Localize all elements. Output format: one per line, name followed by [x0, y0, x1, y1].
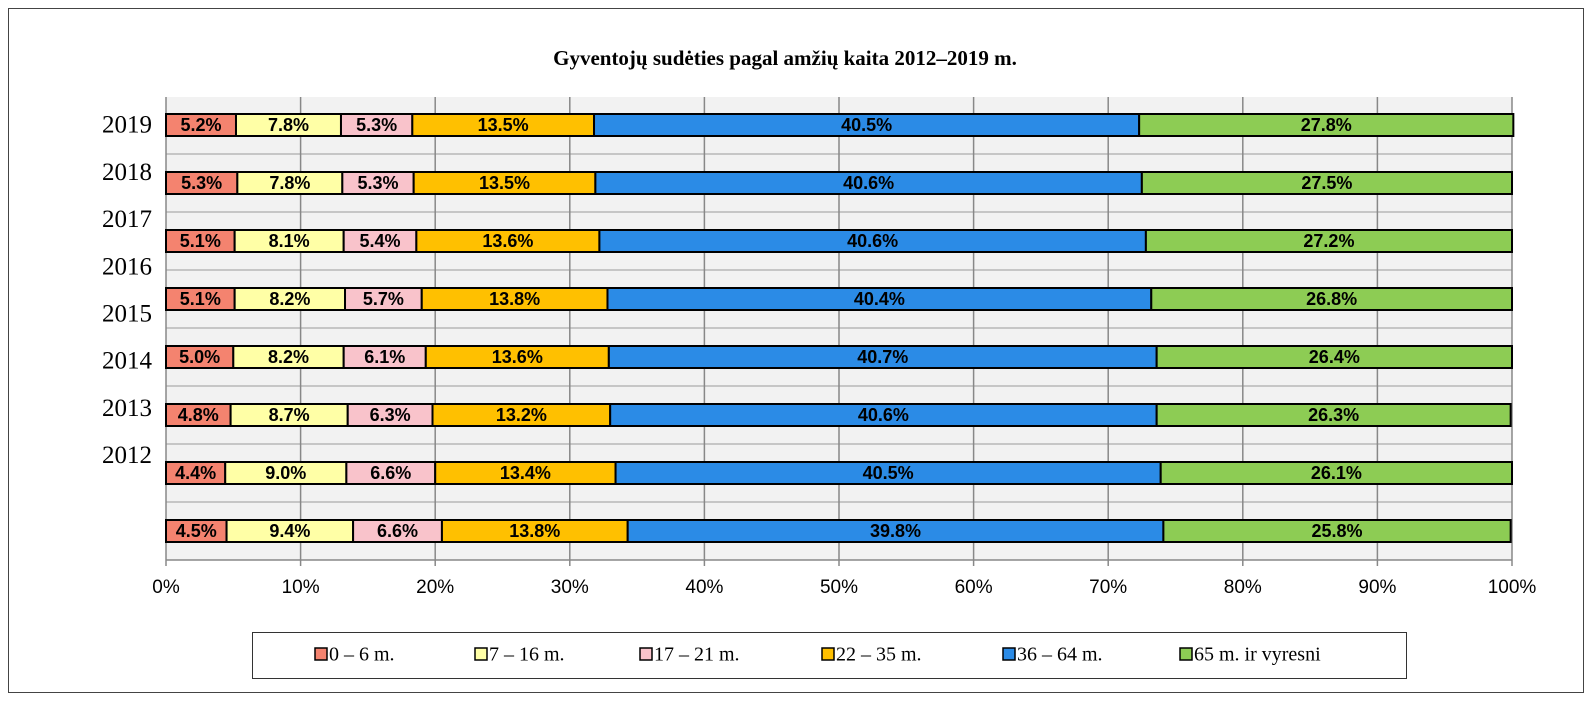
- value-label: 40.4%: [854, 289, 905, 309]
- chart-title: Gyventojų sudėties pagal amžių kaita 201…: [553, 46, 1017, 70]
- value-label: 4.5%: [176, 521, 217, 541]
- value-label: 5.3%: [181, 173, 222, 193]
- value-label: 7.8%: [268, 115, 309, 135]
- y-tick-label: 2018: [102, 159, 152, 186]
- value-label: 9.0%: [265, 463, 306, 483]
- legend-swatch: [474, 647, 488, 661]
- x-tick-label: 0%: [152, 577, 180, 598]
- value-label: 26.1%: [1311, 463, 1362, 483]
- value-label: 5.1%: [180, 289, 221, 309]
- legend-label: 22 – 35 m.: [836, 644, 922, 666]
- value-label: 6.3%: [370, 405, 411, 425]
- value-label: 5.1%: [180, 231, 221, 251]
- x-tick-label: 40%: [685, 577, 723, 598]
- legend-label: 65 m. ir vyresni: [1194, 644, 1321, 666]
- value-label: 13.5%: [478, 115, 529, 135]
- value-label: 13.2%: [496, 405, 547, 425]
- value-label: 13.5%: [479, 173, 530, 193]
- value-label: 4.8%: [178, 405, 219, 425]
- value-label: 9.4%: [269, 521, 310, 541]
- value-label: 26.8%: [1306, 289, 1357, 309]
- value-label: 6.1%: [364, 347, 405, 367]
- value-label: 13.4%: [500, 463, 551, 483]
- value-label: 5.2%: [180, 115, 221, 135]
- value-label: 40.6%: [843, 173, 894, 193]
- value-label: 7.8%: [269, 173, 310, 193]
- legend-swatch: [821, 647, 835, 661]
- y-tick-label: 2019: [102, 112, 152, 139]
- bar-segment: [1150, 287, 1513, 311]
- y-tick-label: 2015: [102, 301, 152, 328]
- bar-segment: [1155, 345, 1513, 369]
- y-tick-label: 2017: [102, 206, 152, 233]
- x-tick-label: 70%: [1089, 577, 1127, 598]
- value-label: 13.6%: [492, 347, 543, 367]
- value-label: 5.7%: [363, 289, 404, 309]
- bar-segment: [1138, 113, 1515, 137]
- value-label: 4.4%: [175, 463, 216, 483]
- legend-swatch: [314, 647, 328, 661]
- bar-segment: [1144, 229, 1513, 253]
- value-label: 40.6%: [847, 231, 898, 251]
- bar-segment: [1140, 171, 1513, 195]
- x-tick-label: 60%: [955, 577, 993, 598]
- y-tick-label: 2014: [102, 348, 153, 375]
- x-tick-label: 80%: [1224, 577, 1262, 598]
- value-label: 40.6%: [858, 405, 909, 425]
- value-label: 8.7%: [269, 405, 310, 425]
- value-label: 27.2%: [1303, 231, 1354, 251]
- value-label: 13.6%: [482, 231, 533, 251]
- x-tick-label: 30%: [551, 577, 589, 598]
- bar-segment: [1162, 519, 1512, 543]
- legend-label: 0 – 6 m.: [329, 644, 395, 666]
- value-label: 40.7%: [857, 347, 908, 367]
- value-label: 13.8%: [489, 289, 540, 309]
- value-label: 26.3%: [1308, 405, 1359, 425]
- y-tick-label: 2016: [102, 253, 152, 280]
- value-label: 40.5%: [841, 115, 892, 135]
- value-label: 27.8%: [1301, 115, 1352, 135]
- y-tick-label: 2012: [102, 442, 152, 469]
- bar-segment: [1159, 461, 1513, 485]
- value-label: 25.8%: [1311, 521, 1362, 541]
- value-label: 8.2%: [269, 289, 310, 309]
- x-tick-label: 50%: [820, 577, 858, 598]
- value-label: 5.0%: [179, 347, 220, 367]
- legend-swatch: [1179, 647, 1193, 661]
- legend-swatch: [639, 647, 653, 661]
- value-label: 8.1%: [269, 231, 310, 251]
- bar-segment: [1155, 403, 1512, 427]
- value-label: 5.3%: [357, 173, 398, 193]
- value-label: 39.8%: [870, 521, 921, 541]
- value-label: 6.6%: [377, 521, 418, 541]
- value-label: 6.6%: [370, 463, 411, 483]
- x-tick-label: 90%: [1358, 577, 1396, 598]
- x-tick-label: 20%: [416, 577, 454, 598]
- x-tick-label: 100%: [1488, 577, 1537, 598]
- value-label: 26.4%: [1309, 347, 1360, 367]
- y-tick-label: 2013: [102, 395, 152, 422]
- legend-label: 36 – 64 m.: [1017, 644, 1103, 666]
- value-label: 27.5%: [1301, 173, 1352, 193]
- value-label: 5.3%: [356, 115, 397, 135]
- x-tick-label: 10%: [282, 577, 320, 598]
- value-label: 5.4%: [359, 231, 400, 251]
- value-label: 13.8%: [509, 521, 560, 541]
- value-label: 8.2%: [268, 347, 309, 367]
- legend-label: 17 – 21 m.: [654, 644, 740, 666]
- legend-label: 7 – 16 m.: [489, 644, 565, 666]
- legend-swatch: [1002, 647, 1016, 661]
- value-label: 40.5%: [863, 463, 914, 483]
